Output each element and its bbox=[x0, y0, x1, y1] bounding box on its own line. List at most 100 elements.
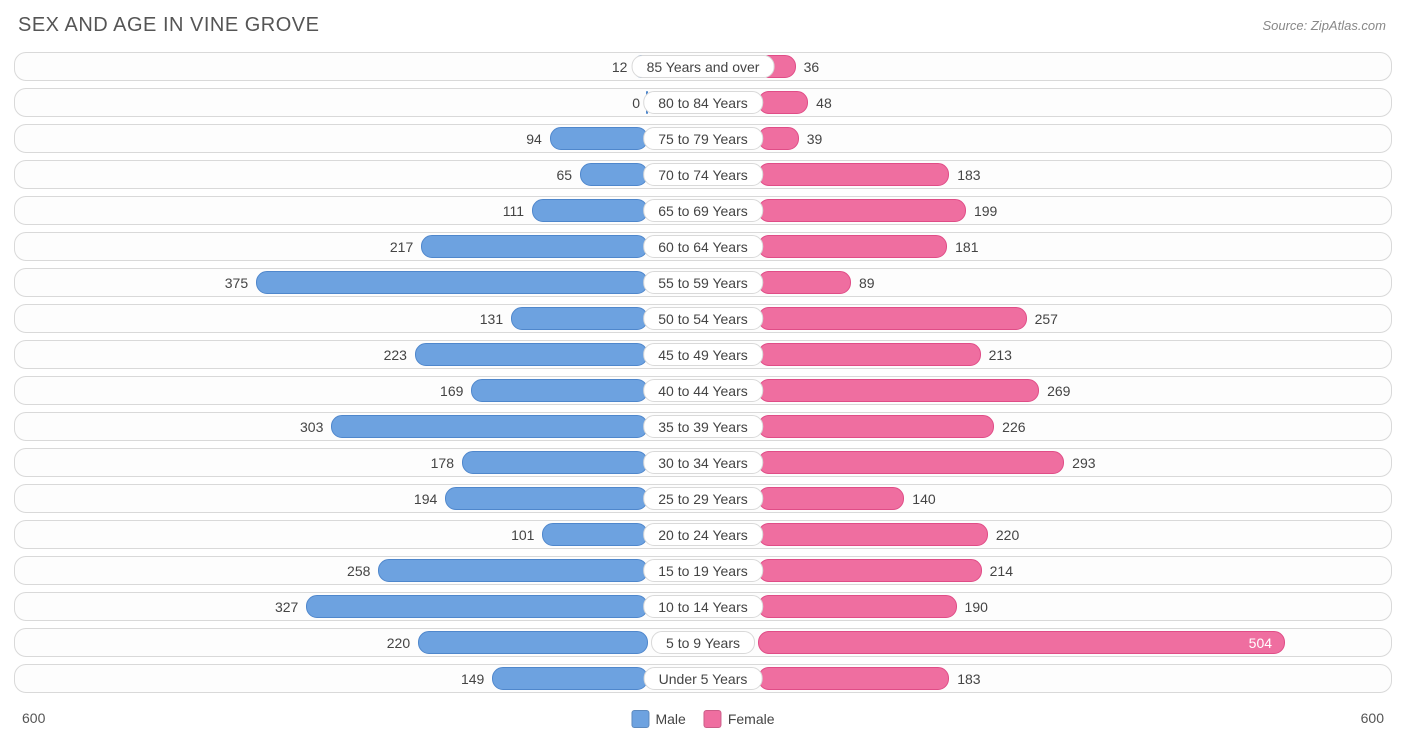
male-half: 303 bbox=[15, 413, 703, 440]
pyramid-row: 22321345 to 49 Years bbox=[14, 340, 1392, 369]
legend-male-label: Male bbox=[655, 711, 685, 727]
female-bar bbox=[758, 487, 904, 510]
male-value: 101 bbox=[511, 521, 534, 548]
female-bar bbox=[758, 163, 949, 186]
pyramid-chart: 12 3685 Years and over 0 48 80 to 84 Years 94… bbox=[14, 52, 1392, 704]
female-bar bbox=[758, 307, 1027, 330]
male-value: 0 bbox=[632, 89, 640, 116]
female-bar bbox=[758, 559, 982, 582]
female-bar bbox=[758, 595, 957, 618]
male-half: 101 bbox=[15, 521, 703, 548]
female-bar bbox=[758, 235, 947, 258]
female-half: 183 bbox=[703, 665, 1391, 692]
male-value: 327 bbox=[275, 593, 298, 620]
male-half: 12 bbox=[15, 53, 703, 80]
legend-female: Female bbox=[704, 710, 775, 728]
pyramid-row: 6518370 to 74 Years bbox=[14, 160, 1392, 189]
female-half: 213 bbox=[703, 341, 1391, 368]
male-value: 12 bbox=[612, 53, 628, 80]
male-value: 303 bbox=[300, 413, 323, 440]
male-value: 65 bbox=[557, 161, 573, 188]
male-half: 217 bbox=[15, 233, 703, 260]
female-value: 214 bbox=[990, 557, 1013, 584]
female-half: 36 bbox=[703, 53, 1391, 80]
female-bar bbox=[758, 271, 851, 294]
age-group-label: 45 to 49 Years bbox=[643, 343, 763, 366]
age-group-label: 40 to 44 Years bbox=[643, 379, 763, 402]
female-bar bbox=[758, 379, 1039, 402]
pyramid-row: 17829330 to 34 Years bbox=[14, 448, 1392, 477]
male-value: 194 bbox=[414, 485, 437, 512]
female-bar bbox=[758, 343, 981, 366]
age-group-label: 85 Years and over bbox=[632, 55, 775, 78]
pyramid-row: 2205045 to 9 Years bbox=[14, 628, 1392, 657]
female-half: 199 bbox=[703, 197, 1391, 224]
source-name: ZipAtlas.com bbox=[1311, 18, 1386, 33]
female-value: 181 bbox=[955, 233, 978, 260]
female-half: 226 bbox=[703, 413, 1391, 440]
male-bar bbox=[415, 343, 648, 366]
female-bar bbox=[758, 91, 808, 114]
female-value: 190 bbox=[965, 593, 988, 620]
pyramid-row: 111 19965 to 69 Years bbox=[14, 196, 1392, 225]
female-half: 220 bbox=[703, 521, 1391, 548]
female-value: 220 bbox=[996, 521, 1019, 548]
age-group-label: 65 to 69 Years bbox=[643, 199, 763, 222]
swatch-male bbox=[631, 710, 649, 728]
male-bar bbox=[445, 487, 648, 510]
age-group-label: 80 to 84 Years bbox=[643, 91, 763, 114]
female-bar bbox=[758, 127, 799, 150]
age-group-label: 60 to 64 Years bbox=[643, 235, 763, 258]
female-half: 504 bbox=[703, 629, 1391, 656]
male-bar bbox=[542, 523, 648, 546]
male-value: 131 bbox=[480, 305, 503, 332]
age-group-label: 35 to 39 Years bbox=[643, 415, 763, 438]
male-bar bbox=[532, 199, 648, 222]
age-group-label: 70 to 74 Years bbox=[643, 163, 763, 186]
male-half: 258 bbox=[15, 557, 703, 584]
male-bar bbox=[418, 631, 648, 654]
chart-title: SEX AND AGE IN VINE GROVE bbox=[18, 14, 319, 37]
pyramid-row: 16926940 to 44 Years bbox=[14, 376, 1392, 405]
male-bar bbox=[492, 667, 648, 690]
female-half: 214 bbox=[703, 557, 1391, 584]
male-bar bbox=[306, 595, 648, 618]
pyramid-row: 94 3975 to 79 Years bbox=[14, 124, 1392, 153]
male-bar bbox=[462, 451, 648, 474]
pyramid-row: 0 48 80 to 84 Years bbox=[14, 88, 1392, 117]
male-half: 327 bbox=[15, 593, 703, 620]
female-value: 140 bbox=[912, 485, 935, 512]
age-group-label: 25 to 29 Years bbox=[643, 487, 763, 510]
female-half: 181 bbox=[703, 233, 1391, 260]
male-bar bbox=[256, 271, 648, 294]
female-value: 213 bbox=[989, 341, 1012, 368]
pyramid-row: 194 140 25 to 29 Years bbox=[14, 484, 1392, 513]
female-bar bbox=[758, 667, 949, 690]
female-value: 48 bbox=[816, 89, 832, 116]
female-half: 140 bbox=[703, 485, 1391, 512]
male-half: 169 bbox=[15, 377, 703, 404]
pyramid-row: 32719010 to 14 Years bbox=[14, 592, 1392, 621]
male-half: 65 bbox=[15, 161, 703, 188]
age-group-label: Under 5 Years bbox=[644, 667, 763, 690]
male-value: 111 bbox=[503, 197, 524, 224]
age-group-label: 75 to 79 Years bbox=[643, 127, 763, 150]
male-half: 149 bbox=[15, 665, 703, 692]
male-value: 258 bbox=[347, 557, 370, 584]
male-value: 94 bbox=[526, 125, 542, 152]
legend-male: Male bbox=[631, 710, 685, 728]
female-value: 293 bbox=[1072, 449, 1095, 476]
age-group-label: 50 to 54 Years bbox=[643, 307, 763, 330]
pyramid-row: 149183Under 5 Years bbox=[14, 664, 1392, 693]
female-value: 89 bbox=[859, 269, 875, 296]
pyramid-row: 303 22635 to 39 Years bbox=[14, 412, 1392, 441]
age-group-label: 15 to 19 Years bbox=[643, 559, 763, 582]
swatch-female bbox=[704, 710, 722, 728]
pyramid-row: 12 3685 Years and over bbox=[14, 52, 1392, 81]
female-half: 257 bbox=[703, 305, 1391, 332]
female-half: 39 bbox=[703, 125, 1391, 152]
male-half: 194 bbox=[15, 485, 703, 512]
male-bar bbox=[421, 235, 648, 258]
pyramid-row: 3758955 to 59 Years bbox=[14, 268, 1392, 297]
female-value: 257 bbox=[1035, 305, 1058, 332]
